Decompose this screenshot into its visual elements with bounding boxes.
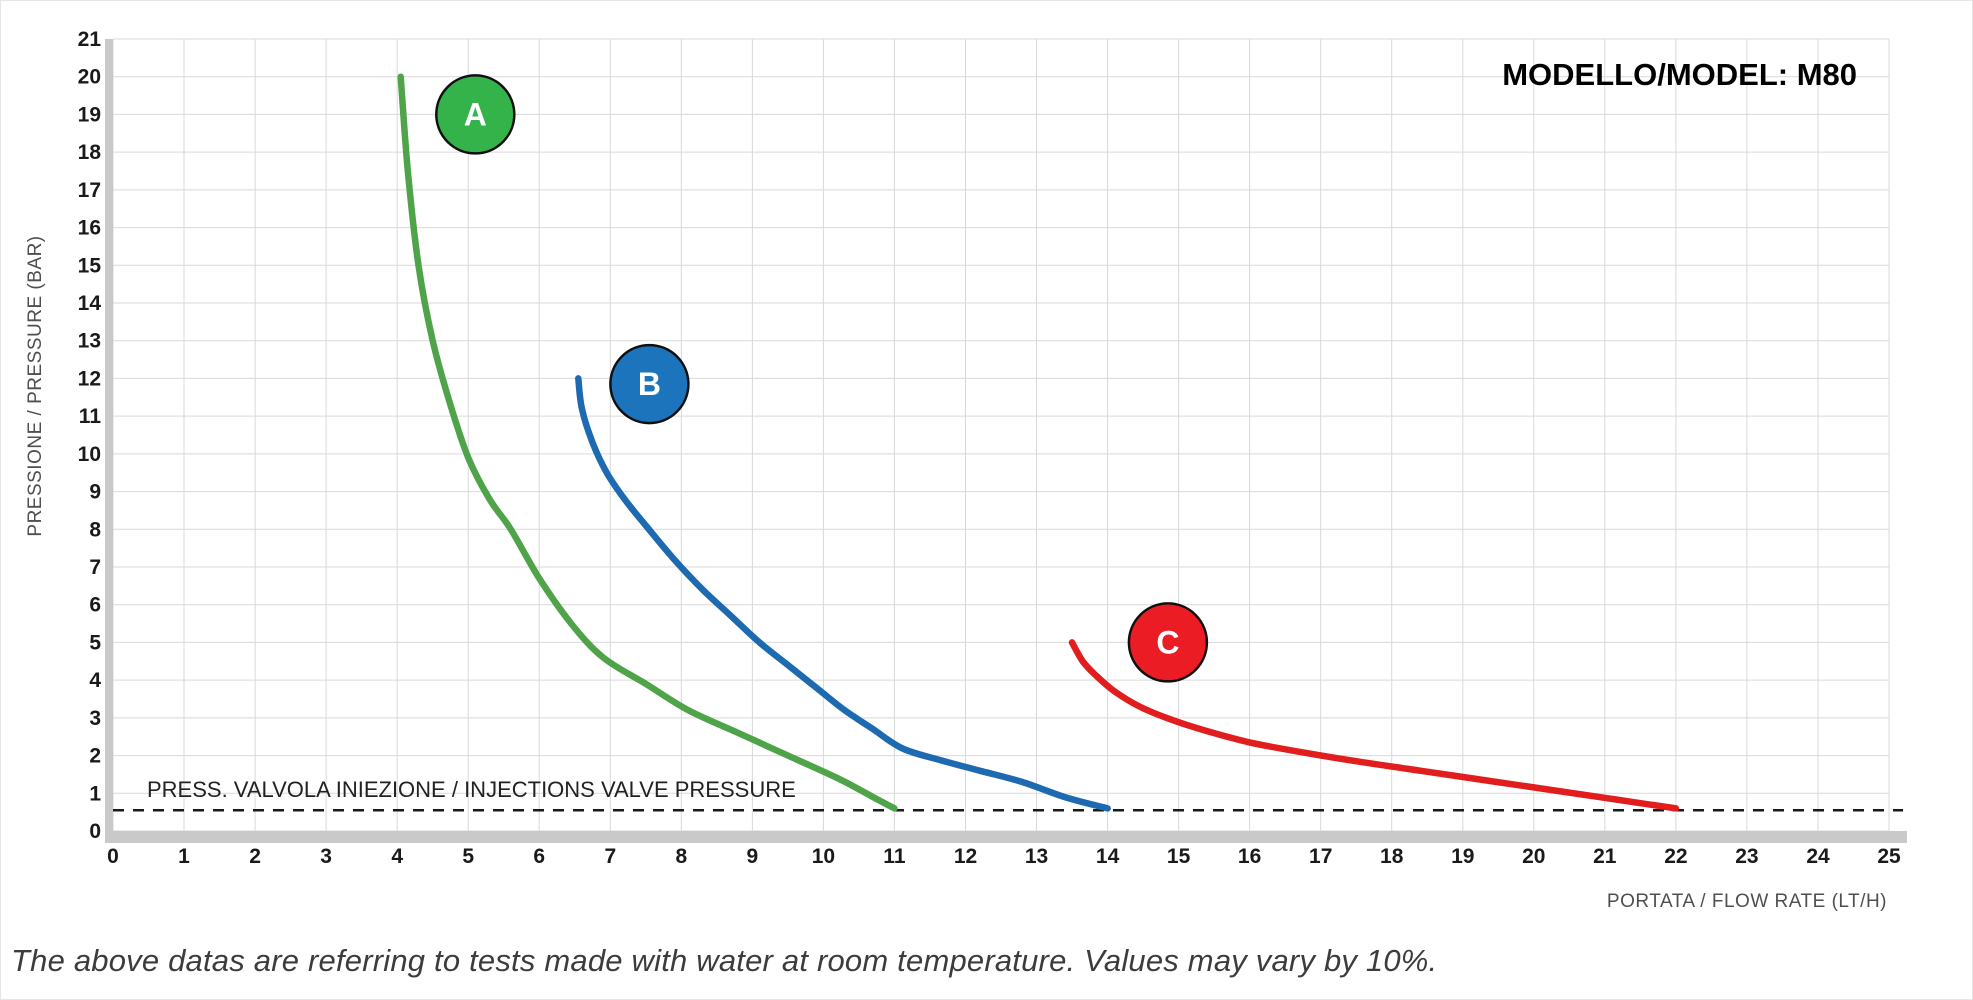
y-tick-label: 17 [78, 179, 101, 202]
x-tick-label: 17 [1309, 845, 1332, 868]
x-tick-label: 18 [1380, 845, 1404, 868]
y-tick-label: 5 [89, 631, 101, 654]
x-tick-label: 15 [1167, 845, 1191, 868]
x-tick-label: 10 [812, 845, 835, 868]
x-tick-label: 19 [1451, 845, 1474, 868]
y-tick-label: 11 [79, 405, 102, 428]
y-tick-label: 4 [89, 669, 101, 692]
x-axis-band [105, 831, 1907, 843]
y-tick-label: 13 [78, 330, 101, 353]
y-tick-label: 10 [78, 443, 101, 466]
model-label: MODELLO/MODEL: M80 [1502, 57, 1857, 92]
badge-letter-b: B [638, 366, 661, 402]
y-tick-label: 7 [89, 556, 101, 579]
y-tick-label: 3 [89, 707, 101, 730]
y-axis-band [105, 39, 113, 843]
badge-circle-c [1127, 602, 1209, 683]
footnote: The above datas are referring to tests m… [11, 943, 1438, 978]
badge-circle-b [609, 343, 690, 425]
y-tick-label: 2 [89, 745, 101, 768]
x-tick-label: 21 [1593, 845, 1617, 868]
injection-valve-pressure-label: PRESS. VALVOLA INIEZIONE / INJECTIONS VA… [147, 777, 796, 802]
y-tick-label: 18 [78, 141, 102, 164]
y-tick-label: 19 [78, 103, 101, 126]
x-tick-label: 11 [883, 845, 906, 868]
y-tick-label: 15 [78, 254, 102, 277]
y-tick-label: 20 [78, 66, 101, 89]
y-tick-label: 6 [89, 594, 101, 617]
curve-b [575, 375, 1111, 812]
y-tick-label: 1 [89, 782, 101, 805]
curve-a [397, 73, 898, 812]
x-tick-label: 6 [533, 845, 545, 868]
x-tick-label: 0 [107, 845, 119, 868]
x-tick-label: 20 [1522, 845, 1545, 868]
y-tick-label: 16 [78, 217, 101, 240]
x-tick-label: 16 [1238, 845, 1261, 868]
x-tick-label: 2 [249, 845, 261, 868]
badge-circle-a [435, 74, 516, 155]
y-tick-label: 12 [78, 367, 101, 390]
x-tick-label: 7 [604, 845, 616, 868]
x-tick-label: 24 [1806, 845, 1830, 868]
x-axis-label: PORTATA / FLOW RATE (LT/H) [1607, 891, 1887, 912]
x-tick-label: 14 [1096, 845, 1120, 868]
x-tick-label: 22 [1664, 845, 1687, 868]
x-tick-label: 4 [391, 845, 403, 868]
x-tick-label: 1 [178, 845, 190, 868]
y-tick-label: 9 [89, 481, 101, 504]
y-tick-label: 14 [78, 292, 102, 315]
x-tick-label: 13 [1025, 845, 1048, 868]
x-tick-label: 12 [954, 845, 977, 868]
x-tick-label: 23 [1735, 845, 1758, 868]
x-tick-label: 9 [747, 845, 759, 868]
y-tick-label: 8 [89, 518, 101, 541]
y-tick-label: 0 [89, 820, 101, 843]
y-axis-label: PRESSIONE / PRESSURE (BAR) [25, 235, 46, 536]
y-tick-label: 21 [78, 28, 102, 51]
x-tick-label: 5 [462, 845, 474, 868]
x-tick-label: 25 [1877, 845, 1901, 868]
badge-letter-c: C [1156, 624, 1179, 660]
curve-c [1068, 639, 1680, 812]
x-tick-label: 8 [675, 845, 687, 868]
x-tick-label: 3 [320, 845, 332, 868]
badge-letter-a: A [464, 96, 487, 132]
